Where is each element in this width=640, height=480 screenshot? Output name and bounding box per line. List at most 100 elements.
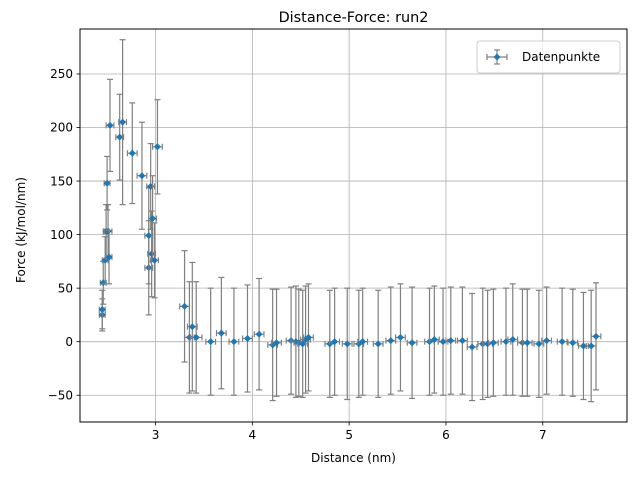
point-marker (509, 336, 517, 344)
data-point (357, 287, 369, 396)
y-tick-label: −50 (48, 388, 73, 402)
data-point (183, 281, 195, 394)
point-marker (343, 340, 351, 348)
point-marker (188, 323, 196, 331)
point-marker (98, 306, 106, 314)
x-tick-label: 5 (345, 428, 353, 442)
legend-box (476, 40, 621, 74)
data-point (521, 288, 533, 397)
data-point (147, 210, 157, 298)
data-point (126, 102, 138, 205)
point-marker (181, 302, 189, 310)
point-marker (535, 340, 543, 348)
data-points-layer (98, 39, 602, 403)
point-marker (543, 337, 551, 345)
point-marker (587, 342, 595, 350)
point-marker (151, 256, 159, 264)
point-marker (230, 338, 238, 346)
data-point (297, 289, 309, 398)
data-point (395, 283, 406, 392)
point-marker (468, 343, 476, 351)
point-marker (408, 339, 416, 347)
point-marker (430, 336, 438, 344)
data-point (541, 286, 553, 395)
y-tick-label: 50 (58, 281, 73, 295)
data-point (585, 289, 597, 403)
data-point (567, 288, 579, 397)
y-tick-label: 100 (50, 228, 73, 242)
point-marker (207, 338, 215, 346)
point-marker (153, 143, 161, 151)
y-tick-label: 0 (65, 335, 73, 349)
point-marker (273, 339, 281, 347)
data-point (406, 286, 418, 400)
data-point (150, 222, 160, 299)
point-marker (138, 172, 146, 180)
data-point (590, 282, 602, 391)
data-point (303, 283, 314, 392)
data-point (456, 286, 468, 395)
point-marker (243, 334, 251, 342)
point-marker (592, 332, 600, 340)
point-marker (255, 330, 263, 338)
point-marker (185, 333, 193, 341)
data-point (136, 121, 148, 230)
point-marker (103, 179, 111, 187)
data-point (242, 284, 253, 393)
point-marker (439, 338, 447, 346)
point-marker (359, 338, 367, 346)
point-marker (304, 333, 312, 341)
point-marker (458, 337, 466, 345)
data-point (103, 155, 111, 211)
data-point (556, 287, 568, 396)
y-tick-label: 150 (50, 174, 73, 188)
data-point (215, 276, 227, 390)
x-tick-label: 4 (249, 428, 257, 442)
data-point (487, 288, 499, 397)
point-marker (331, 338, 339, 346)
point-marker (523, 339, 531, 347)
chart-title: Distance-Force: run2 (279, 10, 429, 26)
data-point (271, 288, 282, 397)
data-point (341, 287, 353, 401)
data-point (428, 285, 440, 394)
point-marker (192, 333, 200, 341)
data-point (253, 277, 265, 391)
data-point (482, 289, 494, 398)
data-point (98, 289, 106, 330)
data-point (189, 281, 203, 394)
data-point (118, 39, 128, 206)
data-point (445, 286, 457, 395)
legend-label: Datenpunkte (522, 50, 600, 64)
point-marker (105, 253, 113, 261)
data-point (186, 261, 198, 392)
point-marker (579, 342, 587, 350)
grid-lines (80, 29, 627, 422)
data-point (105, 78, 115, 173)
x-tick-label: 6 (442, 428, 450, 442)
data-point (105, 229, 113, 285)
data-point (372, 289, 384, 398)
plot-frame (79, 28, 628, 423)
point-marker (119, 118, 127, 126)
legend-marker-icon (486, 49, 508, 65)
data-point (329, 287, 341, 396)
point-marker (106, 121, 114, 129)
data-point (466, 292, 478, 402)
data-point (533, 289, 545, 398)
point-marker (387, 337, 395, 345)
data-point (152, 99, 163, 195)
legend: Datenpunkte (476, 40, 621, 74)
point-marker (374, 340, 382, 348)
y-axis-label: Force (kJ/mol/nm) (14, 177, 28, 283)
data-point (228, 287, 240, 396)
x-tick-label: 7 (539, 428, 547, 442)
point-marker (484, 340, 492, 348)
point-marker (128, 149, 136, 157)
data-point (205, 287, 217, 396)
data-point (115, 93, 125, 181)
point-marker (447, 337, 455, 345)
x-tick-label: 3 (152, 428, 160, 442)
x-axis-label: Distance (nm) (311, 451, 396, 465)
